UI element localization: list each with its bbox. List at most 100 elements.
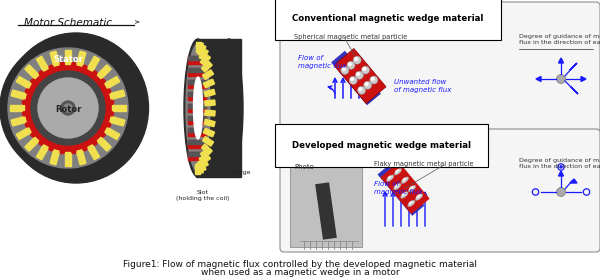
- Text: Degree of guidance of magnetic
flux in the direction of each axis: Degree of guidance of magnetic flux in t…: [519, 158, 600, 169]
- Bar: [205, 100, 215, 106]
- Bar: [202, 70, 214, 80]
- FancyBboxPatch shape: [188, 80, 206, 88]
- Ellipse shape: [415, 194, 423, 200]
- Bar: [25, 137, 39, 151]
- Circle shape: [23, 63, 113, 153]
- Bar: [204, 89, 215, 97]
- Bar: [97, 65, 111, 79]
- Bar: [110, 116, 125, 126]
- Text: Flaky magnetic metal particle: Flaky magnetic metal particle: [374, 161, 473, 167]
- Circle shape: [83, 147, 87, 151]
- Ellipse shape: [215, 39, 243, 177]
- Circle shape: [357, 73, 359, 75]
- Ellipse shape: [403, 178, 406, 181]
- FancyBboxPatch shape: [188, 92, 206, 95]
- Ellipse shape: [386, 175, 394, 181]
- Bar: [97, 137, 111, 151]
- Circle shape: [60, 62, 64, 66]
- Bar: [50, 51, 59, 66]
- Text: Developed magnetic wedge material: Developed magnetic wedge material: [292, 141, 471, 150]
- Bar: [200, 54, 211, 65]
- Circle shape: [38, 78, 98, 138]
- Circle shape: [110, 112, 113, 116]
- Circle shape: [349, 76, 357, 84]
- Polygon shape: [536, 76, 541, 81]
- Bar: [88, 56, 100, 71]
- Circle shape: [355, 71, 364, 79]
- FancyBboxPatch shape: [280, 2, 600, 132]
- Ellipse shape: [395, 170, 398, 172]
- Bar: [112, 105, 126, 111]
- FancyBboxPatch shape: [188, 92, 206, 100]
- Circle shape: [72, 150, 76, 154]
- Circle shape: [347, 61, 355, 69]
- Bar: [16, 127, 31, 140]
- Polygon shape: [380, 162, 430, 214]
- Bar: [205, 110, 215, 116]
- Ellipse shape: [186, 44, 210, 172]
- Text: Flow of
magnetic flux: Flow of magnetic flux: [374, 181, 422, 195]
- Circle shape: [60, 150, 64, 154]
- Bar: [196, 164, 200, 174]
- Circle shape: [365, 83, 368, 85]
- Ellipse shape: [401, 177, 409, 183]
- Bar: [197, 163, 203, 174]
- Ellipse shape: [401, 192, 408, 198]
- Polygon shape: [559, 58, 563, 63]
- Ellipse shape: [193, 77, 203, 139]
- Text: Unwanted flow
of magnetic flux: Unwanted flow of magnetic flux: [394, 80, 451, 93]
- Circle shape: [349, 63, 351, 65]
- Circle shape: [93, 141, 97, 145]
- FancyBboxPatch shape: [188, 104, 206, 112]
- Circle shape: [49, 147, 53, 151]
- Circle shape: [64, 104, 72, 112]
- Bar: [11, 116, 26, 126]
- Circle shape: [31, 133, 35, 137]
- Circle shape: [8, 48, 128, 168]
- Text: Conventional magnetic wedge material: Conventional magnetic wedge material: [292, 14, 484, 23]
- Circle shape: [364, 81, 372, 89]
- FancyBboxPatch shape: [290, 159, 362, 247]
- Ellipse shape: [402, 193, 405, 195]
- Circle shape: [61, 101, 75, 115]
- Text: Motor Schematic: Motor Schematic: [24, 18, 112, 28]
- FancyBboxPatch shape: [188, 152, 206, 155]
- Bar: [203, 79, 215, 88]
- FancyBboxPatch shape: [188, 140, 206, 148]
- Ellipse shape: [410, 186, 413, 189]
- Polygon shape: [570, 63, 577, 70]
- Circle shape: [341, 66, 349, 74]
- FancyBboxPatch shape: [188, 152, 206, 160]
- Circle shape: [353, 56, 361, 64]
- Bar: [203, 128, 215, 137]
- FancyBboxPatch shape: [188, 116, 206, 124]
- Bar: [65, 50, 71, 64]
- Polygon shape: [570, 179, 577, 183]
- Bar: [50, 150, 59, 165]
- Bar: [76, 51, 86, 66]
- Circle shape: [25, 89, 29, 93]
- Circle shape: [49, 65, 53, 69]
- Circle shape: [101, 133, 105, 137]
- Ellipse shape: [395, 185, 398, 187]
- Bar: [65, 152, 71, 166]
- Ellipse shape: [388, 176, 391, 179]
- Bar: [11, 90, 26, 99]
- Circle shape: [358, 86, 365, 94]
- Circle shape: [351, 78, 353, 80]
- Circle shape: [39, 141, 43, 145]
- Circle shape: [355, 58, 357, 60]
- Text: Slot
(holding the coil): Slot (holding the coil): [176, 190, 230, 201]
- Text: Photo: Photo: [294, 164, 314, 170]
- Polygon shape: [571, 87, 578, 94]
- Polygon shape: [559, 171, 563, 176]
- Circle shape: [107, 89, 110, 93]
- Polygon shape: [581, 76, 586, 81]
- Circle shape: [83, 65, 87, 69]
- Text: Rotor: Rotor: [55, 106, 81, 115]
- FancyBboxPatch shape: [188, 68, 206, 71]
- Ellipse shape: [408, 200, 415, 207]
- Bar: [104, 76, 120, 88]
- Circle shape: [110, 100, 113, 104]
- Text: Spherical magnetic metal particle: Spherical magnetic metal particle: [294, 34, 407, 40]
